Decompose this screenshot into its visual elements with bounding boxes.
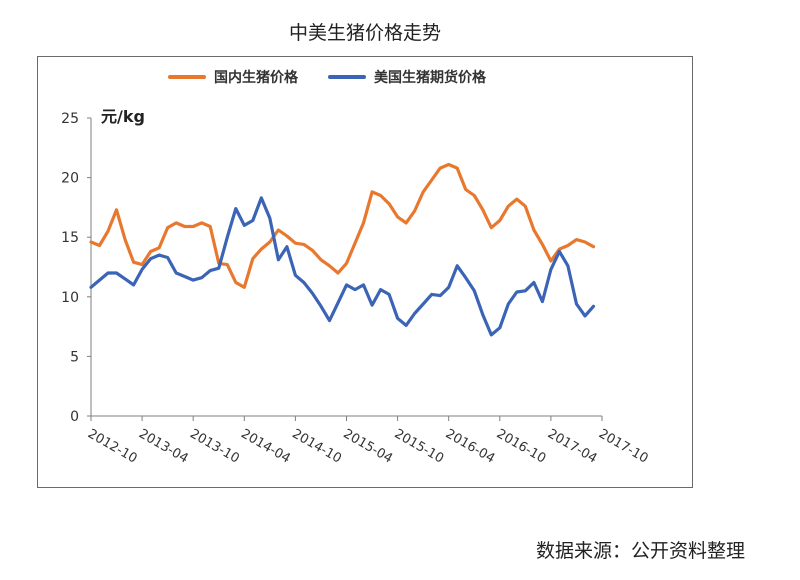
x-tick-label: 2013-04 xyxy=(136,426,191,466)
legend-label-us-futures: 美国生猪期货价格 xyxy=(374,70,486,86)
x-tick-label: 2017-04 xyxy=(545,426,600,466)
x-tick-label: 2016-04 xyxy=(443,426,498,466)
legend-label-domestic: 国内生猪价格 xyxy=(214,70,298,86)
page-title: 中美生猪价格走势 xyxy=(288,22,441,44)
y-tick-label: 15 xyxy=(61,230,79,246)
legend-swatch-us-futures xyxy=(328,75,366,79)
x-tick-label: 2016-10 xyxy=(494,426,549,466)
y-tick-label: 0 xyxy=(70,409,79,425)
legend-item-domestic: 国内生猪价格 xyxy=(168,67,298,87)
series-line-us-futures xyxy=(89,196,596,337)
x-tick-label: 2012-10 xyxy=(85,426,140,466)
y-tick-label: 25 xyxy=(61,111,79,127)
x-tick-label: 2015-04 xyxy=(341,426,396,466)
legend-item-us-futures: 美国生猪期货价格 xyxy=(328,67,486,87)
y-tick-label: 10 xyxy=(61,290,79,306)
legend-swatch-domestic xyxy=(168,75,206,79)
x-tick-label: 2015-10 xyxy=(392,426,447,466)
x-tick-label: 2014-04 xyxy=(238,426,293,466)
y-tick-label: 5 xyxy=(70,349,79,365)
x-tick-label: 2013-10 xyxy=(187,426,242,466)
x-tick-label: 2017-10 xyxy=(596,426,651,466)
chart-frame: 国内生猪价格 美国生猪期货价格 0 5 10 15 20 25 元/kg 2012-10 201… xyxy=(37,56,693,488)
source-note: 数据来源：公开资料整理 xyxy=(536,540,746,562)
legend: 国内生猪价格 美国生猪期货价格 xyxy=(168,67,486,87)
y-tick-label: 20 xyxy=(61,171,79,187)
y-axis-unit-label: 元/kg xyxy=(101,107,145,126)
x-tick-label: 2014-10 xyxy=(289,426,344,466)
series-line-domestic xyxy=(89,162,596,289)
